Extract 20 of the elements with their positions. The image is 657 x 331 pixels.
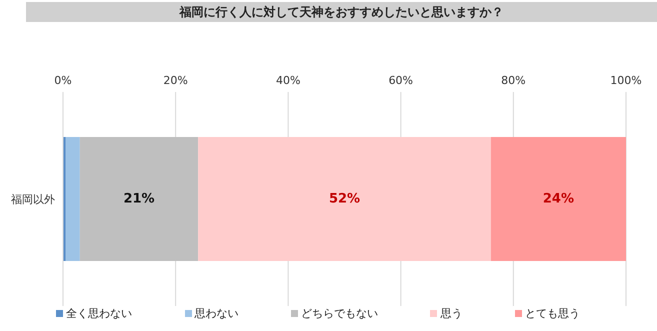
- bar: [490, 136, 626, 261]
- bar: [66, 136, 80, 261]
- x-tick-label: 40%: [276, 74, 300, 87]
- legend-label: 全く思わない: [65, 306, 132, 321]
- y-tick-label: 福岡以外: [11, 192, 55, 206]
- chart-title: 福岡に行く人に対して天神をおすすめしたいと思いますか？: [26, 2, 657, 22]
- x-tick-label: 60%: [388, 74, 414, 87]
- bar: [80, 136, 198, 261]
- x-tick-label: 80%: [501, 74, 526, 87]
- x-tick-label: 0%: [54, 74, 72, 87]
- legend-label: どちらでもない: [300, 306, 378, 321]
- legend-label: 思う: [439, 306, 462, 321]
- data-label: 24%: [542, 191, 574, 206]
- legend-label: とても思う: [524, 306, 580, 321]
- x-tick-label: 20%: [163, 74, 188, 87]
- data-label: 52%: [328, 191, 360, 206]
- data-label: 21%: [123, 191, 155, 206]
- bar: [198, 136, 491, 261]
- x-tick-label: 100%: [610, 74, 642, 87]
- legend-label: 思わない: [194, 306, 239, 321]
